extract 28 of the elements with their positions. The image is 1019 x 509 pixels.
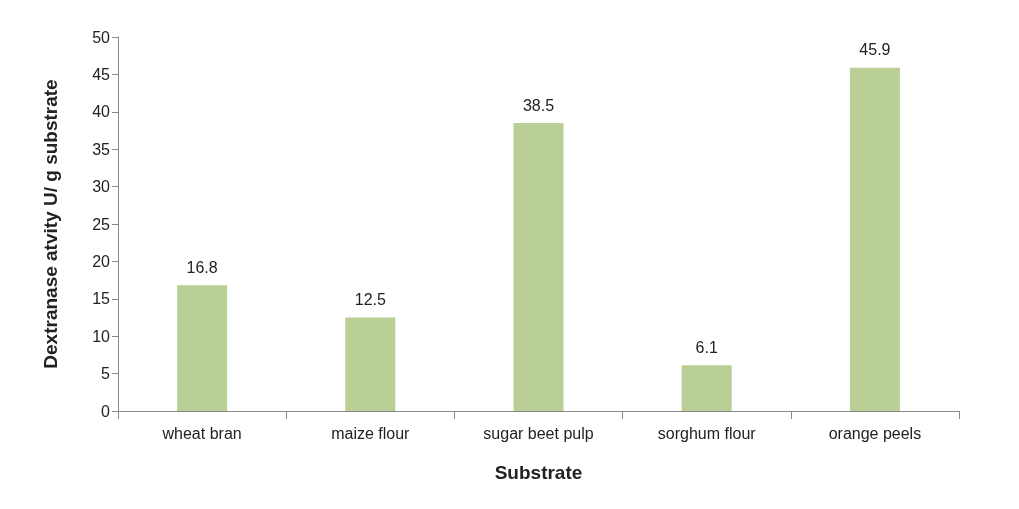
y-tick-label: 5 xyxy=(101,365,111,383)
bar xyxy=(345,317,396,411)
y-tick-label: 25 xyxy=(92,215,111,233)
bar xyxy=(681,365,732,411)
y-axis-title: Dextranase atvity U/ g substrate xyxy=(40,79,61,369)
y-tick-label: 0 xyxy=(101,402,111,420)
y-tick-label: 50 xyxy=(92,28,111,46)
x-axis-title: Substrate xyxy=(494,462,583,483)
y-tick-label: 10 xyxy=(92,327,111,345)
bar xyxy=(177,285,228,411)
data-label: 45.9 xyxy=(859,41,891,59)
y-tick-label: 30 xyxy=(92,178,111,196)
y-tick-label: 40 xyxy=(92,103,111,121)
x-tick-label: wheat bran xyxy=(161,424,242,442)
data-label: 6.1 xyxy=(695,338,718,356)
data-label: 12.5 xyxy=(354,291,386,308)
bar xyxy=(849,67,900,411)
y-tick-label: 35 xyxy=(92,140,111,158)
x-tick-label: orange peels xyxy=(828,424,922,442)
data-label: 38.5 xyxy=(522,96,555,114)
y-tick-label: 45 xyxy=(92,65,111,83)
y-tick-label: 20 xyxy=(92,252,111,270)
bar xyxy=(513,123,564,411)
y-tick-label: 15 xyxy=(92,290,111,308)
x-tick-label: sorghum flour xyxy=(657,424,757,442)
data-label: 16.8 xyxy=(186,258,218,276)
x-tick-label: sugar beet pulp xyxy=(483,424,594,442)
x-tick-label: maize flour xyxy=(331,424,411,442)
